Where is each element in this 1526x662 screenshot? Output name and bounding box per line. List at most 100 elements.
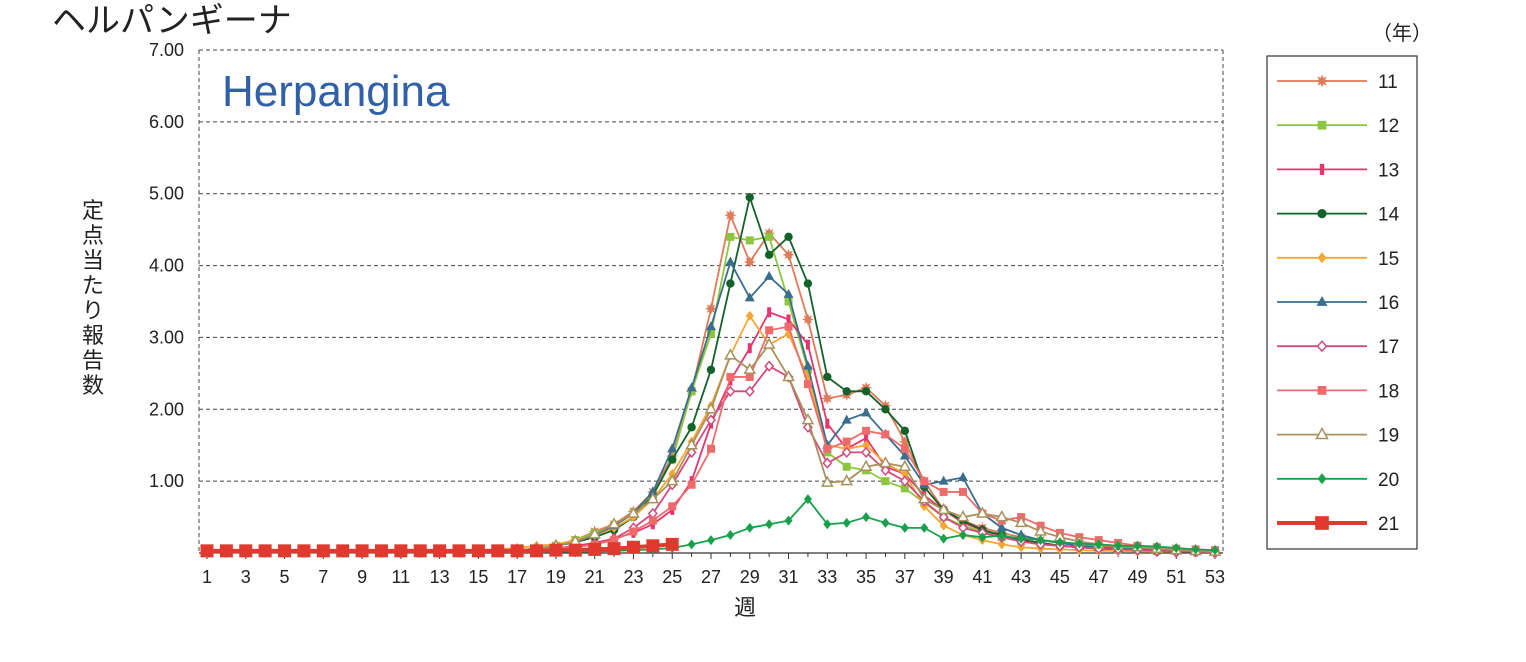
chart-title-jp: ヘルパンギーナ [52, 1, 292, 41]
legend-label: 12 [1378, 116, 1399, 137]
data-point [491, 544, 505, 558]
data-point [842, 517, 851, 528]
data-point [862, 512, 871, 523]
y-axis-label-char: 定 [82, 199, 104, 224]
legend-label: 11 [1378, 72, 1398, 93]
y-tick-label: 1.00 [149, 471, 184, 491]
data-point [706, 365, 716, 374]
legend-title: （年） [1372, 21, 1432, 45]
data-point [898, 459, 912, 472]
legend-label: 14 [1378, 205, 1400, 226]
legend-item: 16 [1277, 293, 1399, 314]
data-point [687, 387, 696, 396]
y-tick-label: 2.00 [149, 399, 184, 419]
data-point [996, 522, 1007, 532]
x-tick-label: 47 [1089, 567, 1109, 587]
data-point [745, 236, 754, 245]
legend-label: 17 [1378, 337, 1399, 358]
data-point [782, 248, 795, 261]
plot-background [199, 50, 1223, 553]
data-point [610, 536, 619, 545]
data-point [433, 544, 447, 558]
x-tick-labels: 1 3 5 7 9 11 13 15 17 19 21 23 25 27 29 31 33 35 37 39 41 43 4… [202, 553, 1225, 587]
data-point [861, 446, 872, 459]
data-point [784, 297, 793, 306]
x-tick-label: 23 [623, 567, 643, 587]
y-tick-label: 7.00 [149, 40, 184, 60]
y-tick-label: 3.00 [149, 327, 184, 347]
data-point [744, 385, 755, 397]
legend-item: 20 [1277, 470, 1399, 491]
y-tick-label: 5.00 [149, 184, 184, 204]
data-point [200, 544, 214, 558]
data-point [647, 486, 658, 496]
data-point [802, 360, 813, 370]
data-point [861, 387, 871, 396]
data-point [767, 307, 772, 318]
x-tick-label: 35 [856, 567, 876, 587]
data-point [900, 444, 909, 453]
data-point [939, 520, 948, 531]
data-point [607, 517, 621, 529]
data-point [881, 477, 890, 486]
data-point [1094, 539, 1103, 550]
y-axis-label-char: 点 [82, 224, 104, 249]
legend: 11 12 13 14 15 16 17 18 19 20 21 [1266, 55, 1418, 550]
legend-item: 13 [1277, 160, 1399, 181]
data-point [278, 544, 292, 558]
data-point [879, 456, 892, 468]
data-point [899, 450, 910, 460]
x-tick-label: 7 [318, 567, 328, 587]
x-axis-label: 週 [734, 596, 756, 621]
y-axis-label-char: 数 [82, 374, 104, 399]
data-point [258, 544, 272, 558]
x-tick-label: 17 [507, 567, 527, 587]
data-point [530, 544, 544, 558]
data-point [627, 506, 640, 518]
x-tick-label: 37 [895, 567, 915, 587]
legend-label: 19 [1378, 426, 1399, 447]
data-point [687, 480, 696, 489]
data-point [1191, 544, 1200, 555]
data-point [297, 544, 311, 558]
data-point [588, 542, 602, 556]
data-point [920, 477, 929, 486]
data-point [1317, 120, 1327, 130]
x-tick-label: 53 [1205, 567, 1225, 587]
data-point [1316, 340, 1328, 353]
data-point [665, 537, 679, 551]
data-point [764, 270, 775, 280]
x-tick-label: 29 [740, 567, 760, 587]
data-point [568, 543, 582, 557]
y-axis-label-char: 告 [82, 349, 104, 374]
data-point [1133, 540, 1142, 551]
data-point [394, 544, 408, 558]
data-point [646, 539, 660, 553]
data-point [956, 510, 970, 522]
data-point [881, 517, 890, 528]
data-point [1211, 545, 1219, 556]
chart-title-en: Herpangina [222, 67, 450, 116]
y-axis-label-char: り [82, 299, 104, 324]
data-point [726, 232, 735, 241]
data-point [881, 430, 890, 439]
x-tick-label: 49 [1127, 567, 1147, 587]
data-point [724, 348, 737, 360]
legend-item: 18 [1277, 381, 1399, 402]
x-tick-label: 9 [357, 567, 367, 587]
data-point [959, 487, 967, 496]
data-point [745, 372, 754, 381]
data-point [745, 310, 754, 321]
data-point [607, 542, 621, 556]
data-point [900, 522, 909, 533]
data-point [978, 532, 987, 543]
data-point [1319, 163, 1325, 175]
x-tick-label: 43 [1011, 567, 1031, 587]
x-tick-label: 5 [280, 567, 290, 587]
y-tick-label: 6.00 [149, 112, 184, 132]
x-tick-label: 31 [779, 567, 799, 587]
series-21 [200, 537, 679, 558]
data-point [938, 511, 949, 523]
legend-item: 19 [1277, 426, 1399, 447]
data-point [705, 414, 717, 426]
